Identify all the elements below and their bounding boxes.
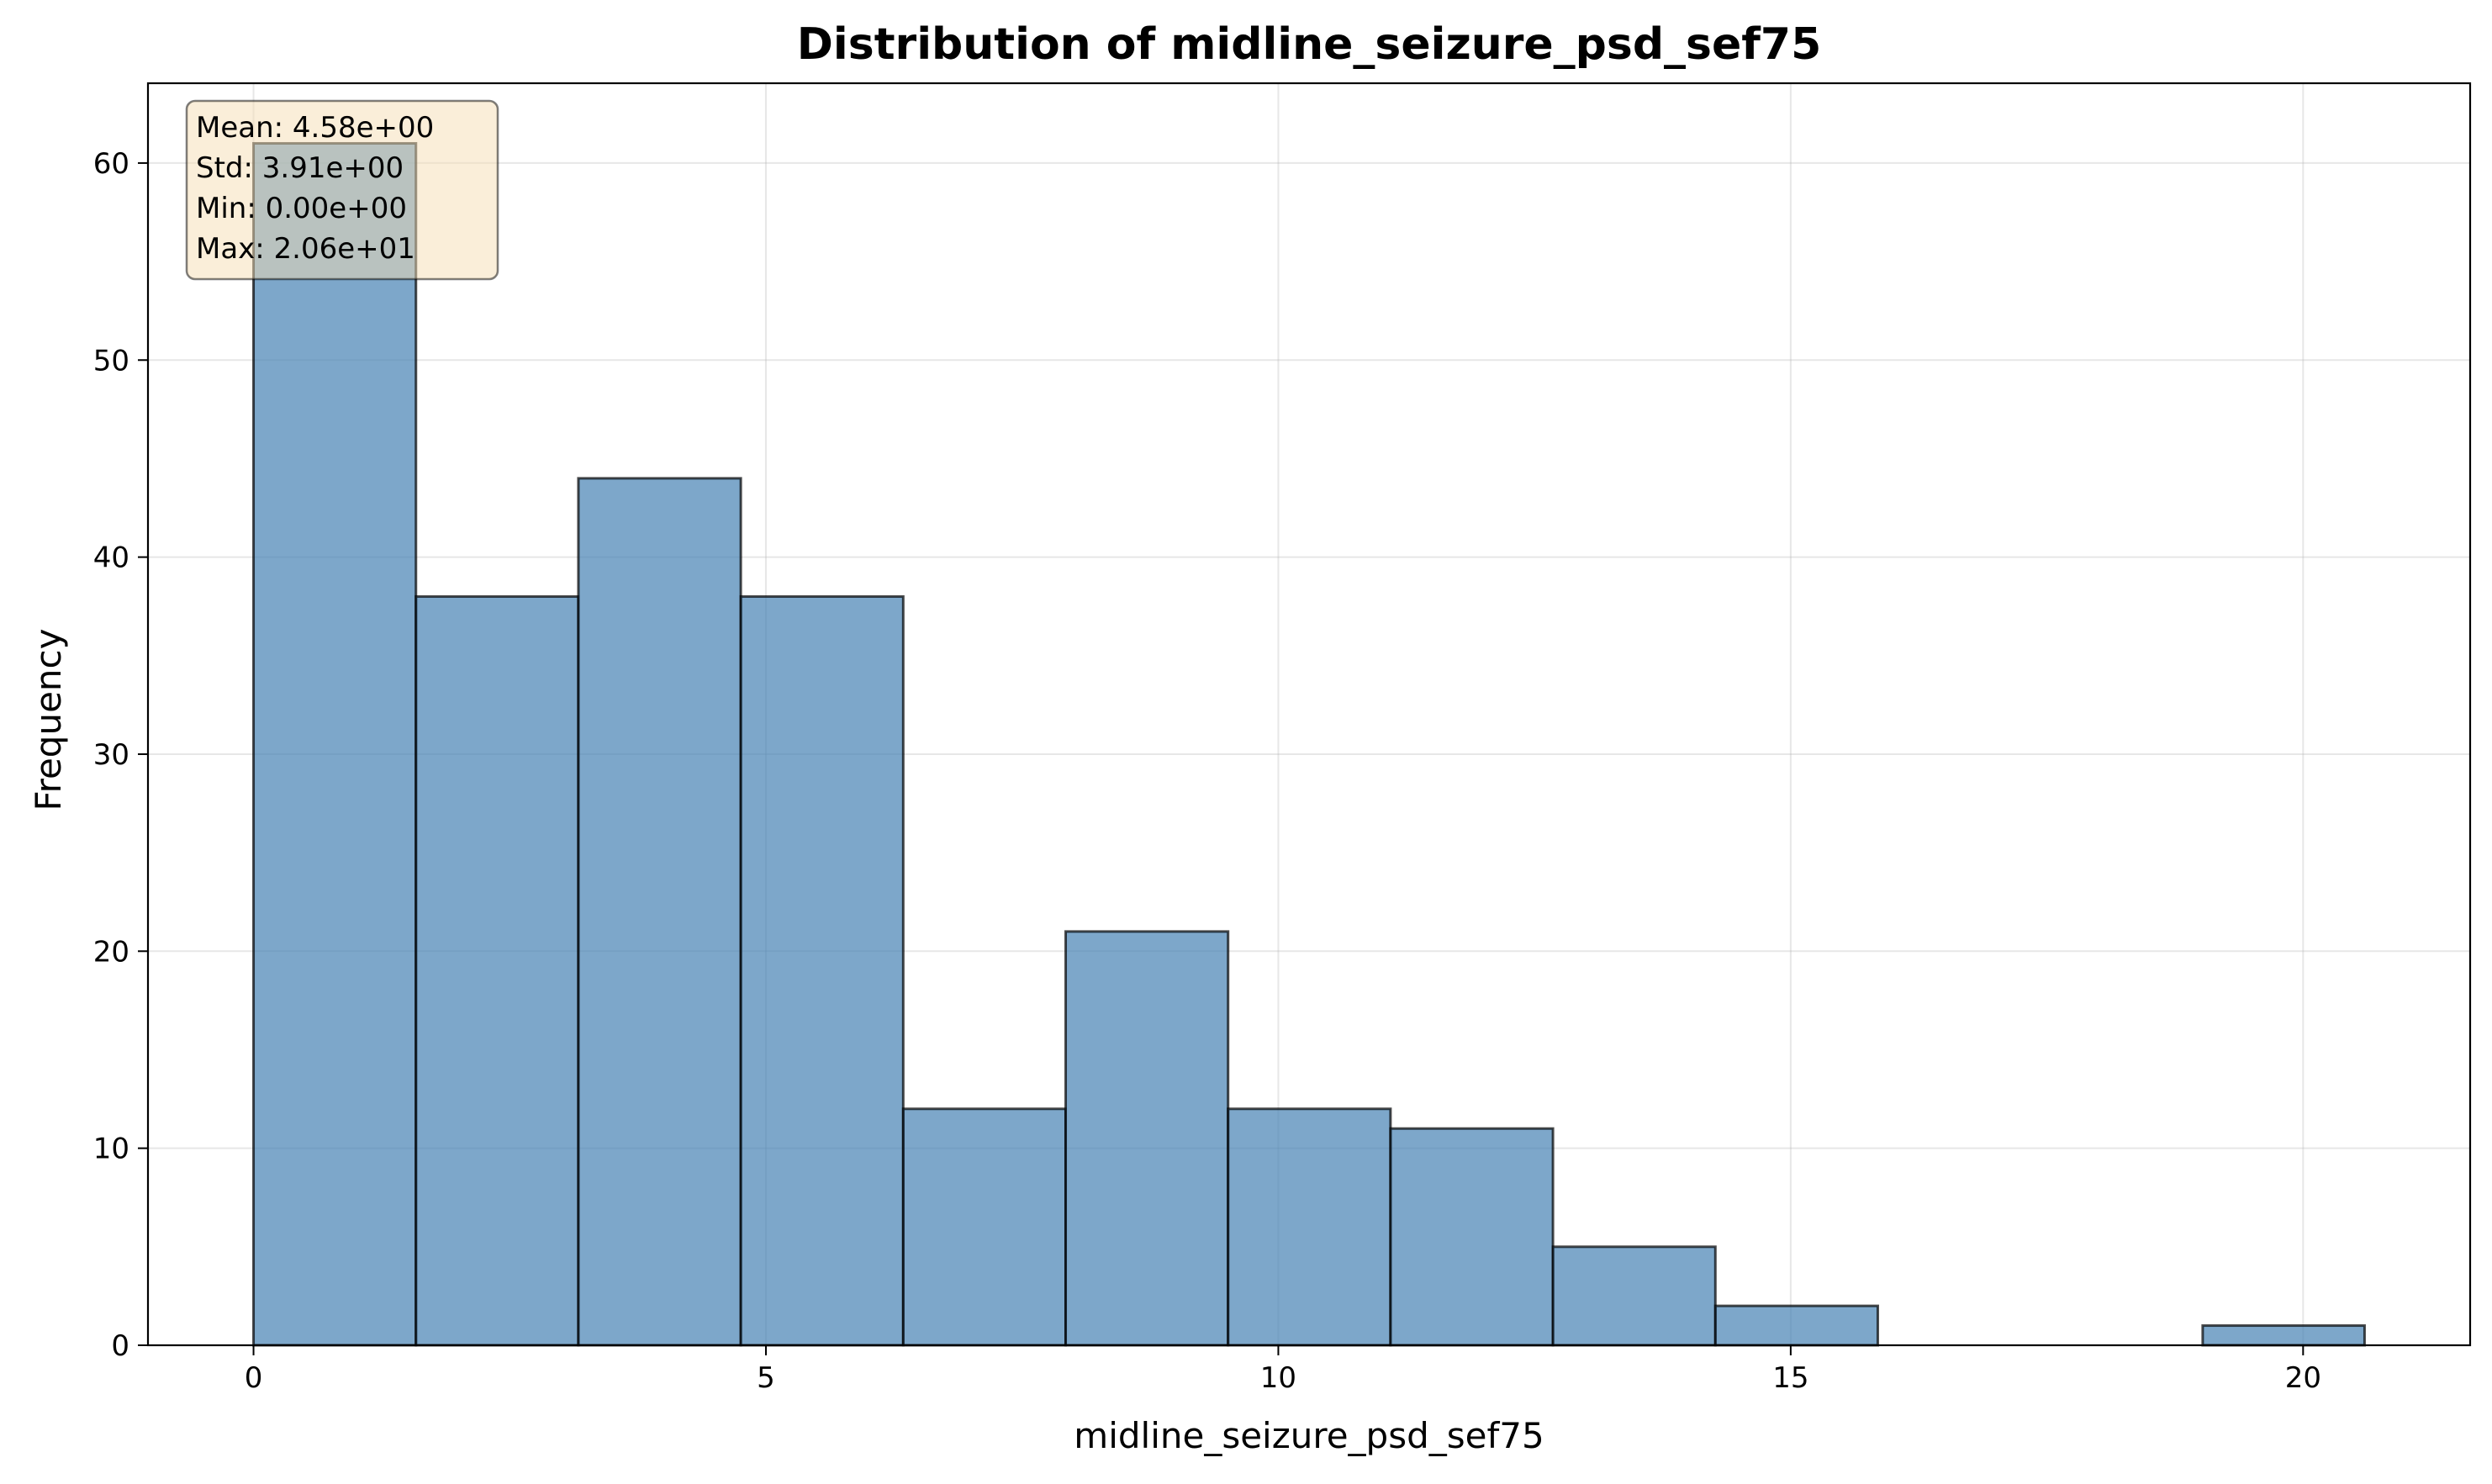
plot-area-frame — [146, 82, 2472, 1347]
histogram-bar-6 — [1227, 1107, 1392, 1347]
y-tick-label: 10 — [93, 1133, 129, 1166]
y-tick-label: 20 — [93, 935, 129, 969]
histogram-bars — [252, 141, 2366, 1347]
x-tick-label: 5 — [757, 1361, 775, 1395]
y-tick-label: 50 — [93, 344, 129, 378]
histogram-bar-9 — [1713, 1304, 1879, 1347]
stats-box: Mean: 4.58e+00 Std: 3.91e+00 Min: 0.00e+… — [185, 99, 499, 281]
x-axis-ticks: 0 5 10 15 20 — [245, 1345, 2321, 1395]
stats-min: Min: 0.00e+00 — [196, 192, 407, 225]
y-axis-label: Frequency — [28, 629, 69, 811]
histogram-bar-12 — [2201, 1324, 2366, 1347]
x-tick-label: 0 — [245, 1361, 263, 1395]
histogram-bar-2 — [577, 477, 742, 1347]
x-tick-label: 15 — [1772, 1361, 1808, 1395]
chart-title: Distribution of midline_seizure_psd_sef7… — [797, 19, 1822, 70]
y-axis-ticks: 0 10 20 30 40 50 60 — [93, 147, 148, 1363]
histogram-bar-5 — [1064, 930, 1230, 1347]
x-axis-label: midline_seizure_psd_sef75 — [1074, 1415, 1544, 1456]
histogram-bar-4 — [901, 1107, 1068, 1347]
y-tick-label: 30 — [93, 738, 129, 772]
y-tick-label: 40 — [93, 541, 129, 575]
stats-max: Max: 2.06e+01 — [196, 232, 415, 266]
histogram-bar-3 — [739, 594, 905, 1347]
x-tick-label: 10 — [1260, 1361, 1296, 1395]
y-tick-label: 60 — [93, 147, 129, 181]
stats-std: Std: 3.91e+00 — [196, 151, 404, 185]
histogram-bar-0 — [252, 141, 418, 1347]
x-tick-label: 20 — [2285, 1361, 2321, 1395]
stats-mean: Mean: 4.58e+00 — [196, 111, 434, 145]
y-tick-label: 0 — [111, 1329, 129, 1363]
histogram-bar-8 — [1551, 1245, 1717, 1347]
histogram-bar-7 — [1389, 1127, 1555, 1347]
stats-box-background — [185, 99, 499, 281]
histogram-bar-1 — [414, 594, 580, 1347]
